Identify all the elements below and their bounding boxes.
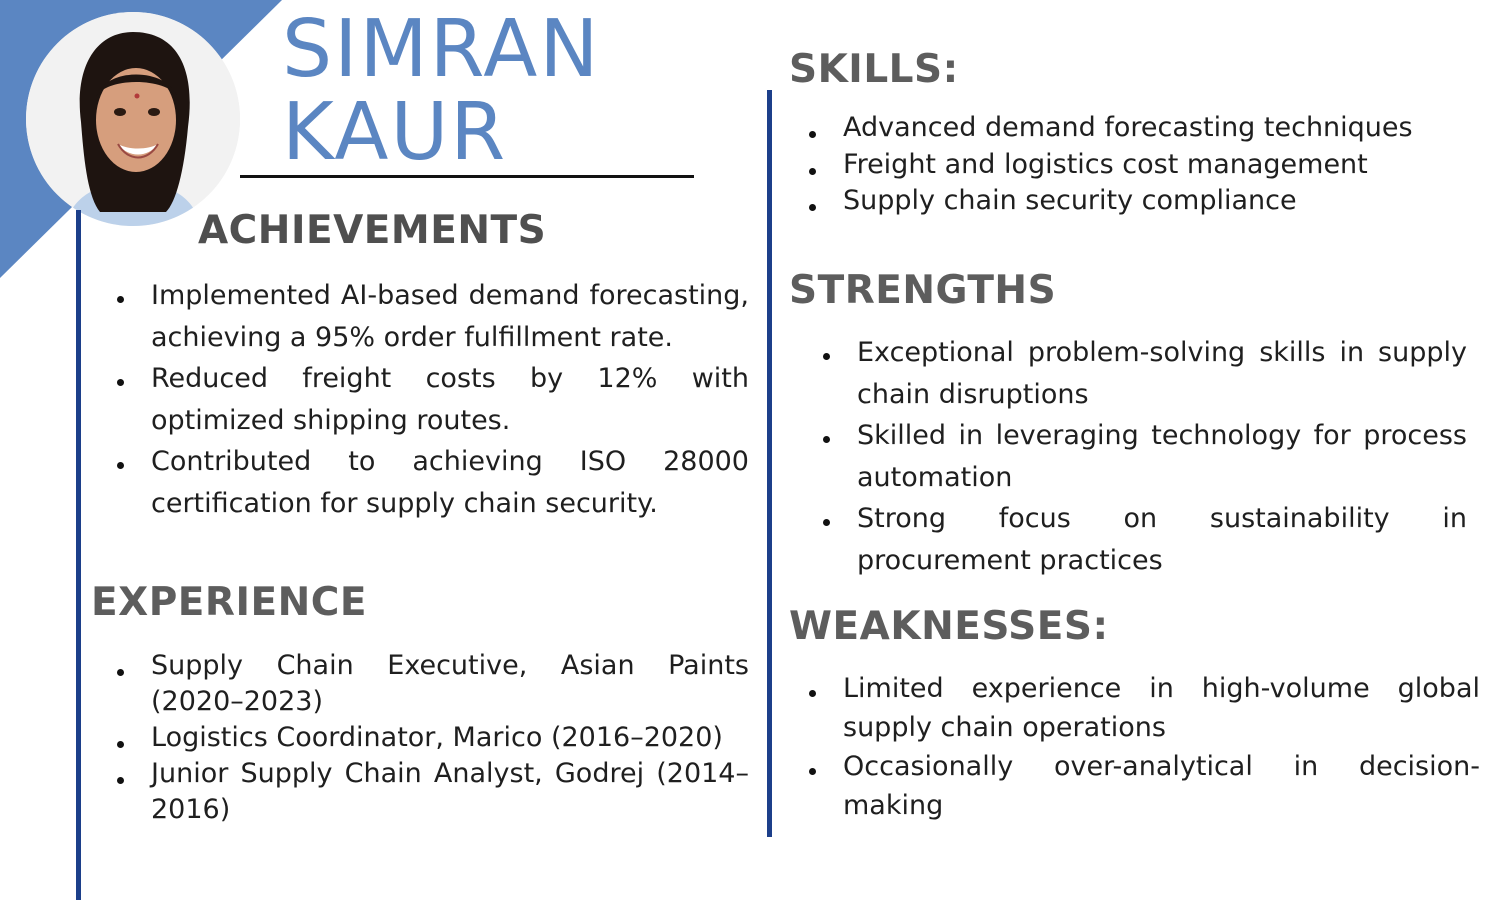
first-name: SIMRAN [282,3,601,95]
strengths-heading: STRENGTHS [789,268,1057,313]
candidate-name: SIMRAN KAUR [282,8,600,174]
list-item: Advanced demand forecasting techniques [809,110,1473,147]
skills-heading: SKILLS: [789,47,959,92]
list-item: Occasionally over-analytical in decision… [809,747,1480,825]
list-item: Logistics Coordinator, Marico (2016–2020… [117,720,749,756]
avatar-person-icon [26,12,240,226]
list-item: Strong focus on sustainability in procur… [823,498,1467,581]
profile-photo [26,12,240,226]
strengths-list: Exceptional problem-solving skills in su… [823,332,1467,581]
weaknesses-list: Limited experience in high-volume global… [809,669,1480,825]
center-vertical-divider [767,90,772,837]
list-item: Limited experience in high-volume global… [809,669,1480,747]
skills-list: Advanced demand forecasting techniques F… [809,110,1473,220]
list-item: Skilled in leveraging technology for pro… [823,415,1467,498]
left-vertical-rule [76,210,81,900]
list-item: Junior Supply Chain Analyst, Godrej (201… [117,756,749,828]
list-item: Contributed to achieving ISO 28000 certi… [117,441,749,524]
experience-heading: EXPERIENCE [91,580,368,625]
list-item: Supply Chain Executive, Asian Paints (20… [117,648,749,720]
list-item: Exceptional problem-solving skills in su… [823,332,1467,415]
list-item: Supply chain security compliance [809,183,1473,220]
list-item: Implemented AI-based demand forecasting,… [117,275,749,358]
achievements-heading: ACHIEVEMENTS [198,208,547,253]
experience-list: Supply Chain Executive, Asian Paints (20… [117,648,749,828]
achievements-list: Implemented AI-based demand forecasting,… [117,275,749,524]
last-name: KAUR [282,86,508,178]
weaknesses-heading: WEAKNESSES: [789,604,1109,649]
name-underline [240,175,694,178]
list-item: Reduced freight costs by 12% with optimi… [117,358,749,441]
list-item: Freight and logistics cost management [809,147,1473,184]
